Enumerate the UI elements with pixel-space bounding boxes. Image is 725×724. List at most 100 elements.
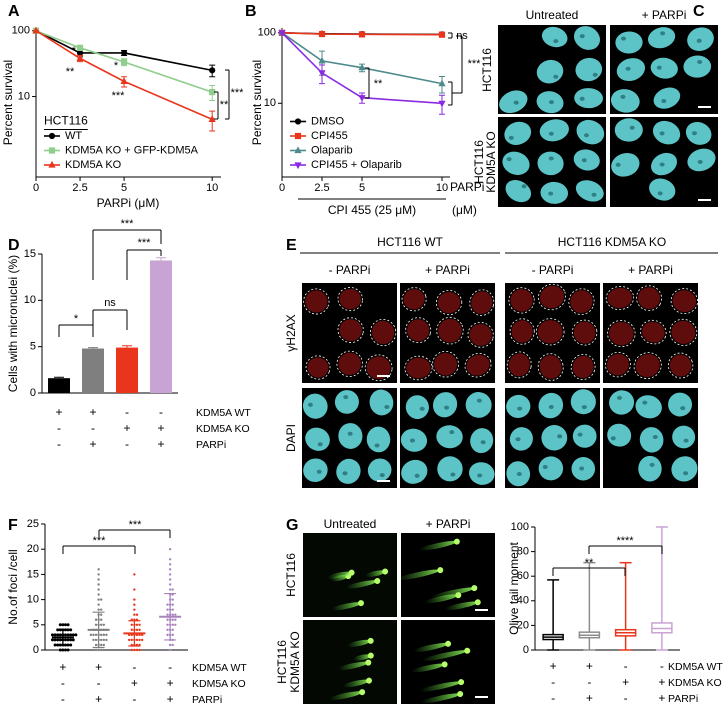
nucleus xyxy=(366,426,391,453)
marker xyxy=(318,30,326,38)
nucleus xyxy=(616,58,646,82)
x-tick-label: 2.5 xyxy=(314,182,329,194)
column-label: Untreated xyxy=(526,8,579,22)
condition-sign: + xyxy=(167,676,174,690)
dot xyxy=(166,628,169,632)
condition-sign: - xyxy=(132,660,136,674)
micrograph xyxy=(303,620,397,704)
nucleolus xyxy=(659,131,665,136)
condition-sign: + xyxy=(89,405,96,419)
series-line xyxy=(281,32,443,85)
comet xyxy=(424,592,462,604)
nucleus xyxy=(407,319,430,342)
nucleolus xyxy=(516,471,522,476)
dot xyxy=(171,598,174,601)
dot xyxy=(130,628,133,632)
nucleolus xyxy=(577,432,583,437)
micrograph xyxy=(505,388,600,488)
dot xyxy=(66,633,70,637)
y-tick-label: 25 xyxy=(27,518,39,530)
nucleus xyxy=(539,119,569,142)
x-tick-label: 5 xyxy=(359,182,365,194)
nucleus xyxy=(639,427,664,453)
comet-tail xyxy=(347,639,371,647)
nucleus xyxy=(539,285,565,309)
legend-marker xyxy=(48,132,56,140)
dot xyxy=(74,633,78,637)
micrograph xyxy=(603,283,698,383)
dot xyxy=(138,628,141,632)
nucleus xyxy=(685,121,712,145)
nucleus xyxy=(638,455,662,482)
nucleolus xyxy=(542,464,548,469)
nucleus-outline xyxy=(509,318,535,345)
micrograph xyxy=(303,533,397,617)
dot xyxy=(166,608,169,611)
nucleus-outline xyxy=(535,318,565,346)
micrograph xyxy=(603,388,698,488)
condition-sign: - xyxy=(624,691,628,705)
nucleus xyxy=(336,458,361,484)
nucleus xyxy=(366,356,391,380)
nucleolus xyxy=(548,156,554,161)
x-tick-label: 2.5 xyxy=(72,182,87,194)
nucleolus xyxy=(548,404,554,409)
dot xyxy=(53,633,57,637)
nucleus-outline xyxy=(506,351,532,379)
nucleolus xyxy=(591,192,597,197)
comet xyxy=(420,691,464,704)
nucleus xyxy=(540,181,569,204)
row-label: HCT116 xyxy=(480,48,494,92)
nucleus-outline xyxy=(633,352,662,379)
significance-label: **** xyxy=(616,535,634,547)
marker xyxy=(438,31,446,38)
nucleolus xyxy=(579,466,585,471)
y-tick-label: 20 xyxy=(517,619,529,631)
comet-head xyxy=(348,569,355,576)
nucleolus xyxy=(652,435,658,440)
dot xyxy=(97,578,100,581)
comet-tail xyxy=(365,570,386,577)
nucleolus xyxy=(697,159,703,164)
nucleus-outline xyxy=(537,283,567,311)
dot xyxy=(130,623,133,626)
nucleus xyxy=(371,320,395,345)
comet xyxy=(430,585,478,599)
y-axis-label: Cells with micronuclei (%) xyxy=(6,255,20,392)
x-tick-label: 5 xyxy=(121,182,127,194)
condition-sign: - xyxy=(159,405,163,419)
nucleus xyxy=(611,152,640,177)
nucleolus xyxy=(409,438,415,443)
significance-label: ** xyxy=(374,78,383,90)
column-label: + PARPi xyxy=(425,263,470,277)
condition-sign: - xyxy=(132,692,136,706)
nucleus xyxy=(338,352,362,376)
nucleus xyxy=(683,55,712,78)
nucleolus xyxy=(661,99,667,104)
dot xyxy=(69,643,73,647)
dot xyxy=(58,648,62,652)
dot xyxy=(100,598,103,601)
dot xyxy=(100,618,103,621)
micrograph xyxy=(401,620,495,704)
y-axis-label: Percent survival xyxy=(1,60,15,145)
nucleus xyxy=(405,395,429,420)
dot xyxy=(105,638,108,642)
nucleus xyxy=(438,318,462,343)
nucleus xyxy=(650,57,678,79)
nucleus xyxy=(303,458,328,482)
nucleus xyxy=(302,393,328,419)
y-tick-label: 60 xyxy=(517,570,529,582)
nucleus xyxy=(401,459,428,484)
dot xyxy=(133,603,136,606)
nucleolus xyxy=(579,34,585,39)
nucleus-outline xyxy=(667,352,694,379)
column-label: + PARPi xyxy=(628,263,673,277)
dot xyxy=(140,638,144,642)
significance-label: *** xyxy=(112,90,126,102)
comet-tail xyxy=(430,587,475,599)
dot xyxy=(100,608,103,611)
comet xyxy=(419,538,460,551)
nucleus xyxy=(539,355,562,379)
nucleus xyxy=(305,290,328,313)
